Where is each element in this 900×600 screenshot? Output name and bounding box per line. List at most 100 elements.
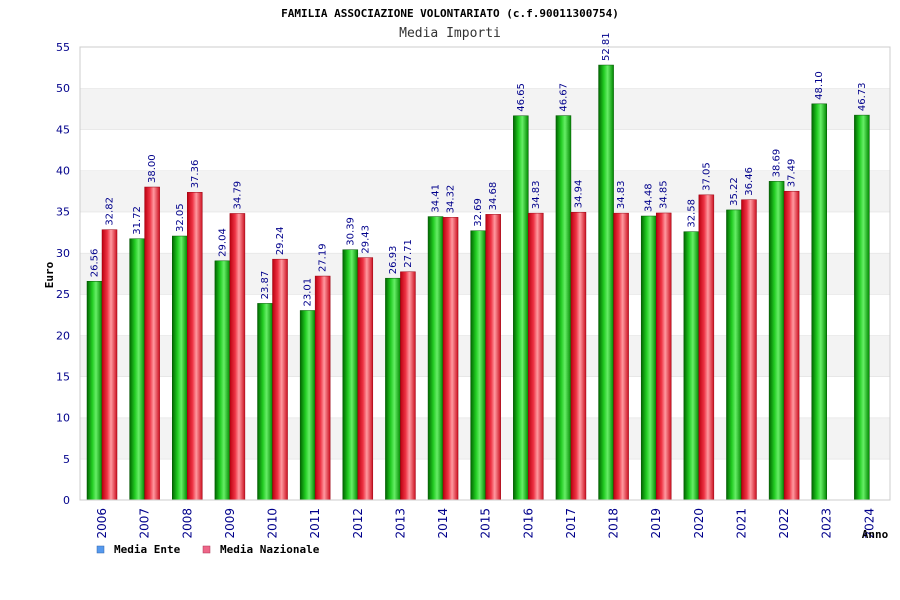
value-label-media-ente-2017: 46.67: [558, 83, 569, 112]
x-tick-label-2012: 2012: [351, 508, 365, 539]
x-tick-label-2019: 2019: [649, 508, 663, 539]
value-label-media-ente-2014: 34.41: [431, 184, 442, 213]
bars: [86, 64, 870, 501]
value-label-media-nazionale-2010: 29.24: [275, 227, 286, 256]
x-axis-ticks: 2006 2007 2008 2009 2010 2011 2012 2013 2014 2015…: [95, 508, 876, 539]
bar-media-ente-2016: [513, 115, 529, 501]
value-label-media-nazionale-2017: 34.94: [573, 180, 584, 209]
y-tick-label: 30: [56, 247, 70, 260]
x-tick-label-2009: 2009: [223, 508, 237, 539]
y-tick-label: 25: [56, 288, 70, 301]
value-label-media-ente-2009: 29.04: [217, 228, 228, 257]
grid-band: [80, 47, 890, 89]
x-tick-label-2018: 2018: [607, 508, 621, 539]
bar-media-ente-2020: [683, 231, 700, 501]
bar-media-ente-2011: [299, 310, 316, 501]
bar-media-ente-2018: [598, 64, 614, 501]
bar-media-nazionale-2010: [272, 258, 288, 501]
bar-media-nazionale-2006: [101, 229, 118, 501]
bar-media-nazionale-2020: [698, 194, 715, 501]
bar-media-ente-2017: [555, 115, 572, 501]
bar-media-nazionale-2021: [741, 199, 757, 501]
value-label-media-ente-2021: 35.22: [729, 177, 740, 206]
value-label-media-ente-2007: 31.72: [132, 206, 143, 235]
value-label-media-ente-2020: 32.58: [686, 199, 697, 228]
value-label-media-ente-2012: 30.39: [345, 217, 356, 246]
bar-media-ente-2022: [768, 181, 785, 501]
bar-media-ente-2021: [726, 209, 742, 501]
bar-media-ente-2015: [470, 230, 486, 501]
value-label-media-ente-2023: 48.10: [814, 71, 825, 100]
value-labels: 26.56 32.82 31.72 38.00 32.05 37.36 29.04 34.79…: [90, 32, 868, 306]
chart-subtitle: Media Importi: [399, 26, 501, 41]
bar-media-nazionale-2013: [400, 271, 416, 501]
legend-label-media-nazionale: Media Nazionale: [220, 543, 320, 556]
x-tick-label-2007: 2007: [138, 508, 152, 539]
bar-media-nazionale-2009: [229, 213, 246, 501]
bar-media-ente-2019: [640, 215, 657, 501]
y-tick-label: 10: [56, 412, 70, 425]
bar-media-ente-2012: [342, 249, 359, 501]
value-label-media-nazionale-2009: 34.79: [232, 181, 243, 210]
x-tick-label-2014: 2014: [436, 508, 450, 539]
value-label-media-ente-2013: 26.93: [388, 246, 399, 275]
value-label-media-nazionale-2020: 37.05: [701, 162, 712, 191]
bar-media-nazionale-2014: [442, 217, 459, 501]
value-label-media-ente-2011: 23.01: [303, 278, 314, 307]
y-tick-label: 35: [56, 206, 70, 219]
grid-band: [80, 88, 890, 130]
y-axis-title: Euro: [43, 261, 56, 288]
x-tick-label-2010: 2010: [266, 508, 280, 539]
value-label-media-ente-2006: 26.56: [90, 249, 101, 278]
value-label-media-nazionale-2018: 34.83: [616, 180, 627, 209]
chart-title: FAMILIA ASSOCIAZIONE VOLONTARIATO (c.f.9…: [281, 7, 619, 20]
x-tick-label-2016: 2016: [521, 508, 535, 539]
bar-media-ente-2009: [214, 260, 231, 501]
grid-band: [80, 129, 890, 171]
y-tick-label: 45: [56, 123, 70, 136]
legend-swatch-media-nazionale: [202, 545, 211, 554]
bar-media-ente-2007: [129, 238, 145, 501]
value-label-media-nazionale-2014: 34.32: [446, 185, 457, 214]
bar-media-nazionale-2015: [485, 214, 501, 501]
value-label-media-nazionale-2013: 27.71: [403, 239, 414, 268]
bar-media-nazionale-2012: [357, 257, 374, 501]
x-tick-label-2022: 2022: [777, 508, 791, 539]
value-label-media-ente-2010: 23.87: [260, 271, 271, 300]
y-tick-label: 0: [63, 494, 70, 507]
value-label-media-nazionale-2019: 34.85: [659, 180, 670, 209]
bar-media-ente-2014: [427, 216, 444, 501]
legend-label-media-ente: Media Ente: [114, 543, 181, 556]
legend-swatch-media-ente: [96, 545, 105, 554]
x-tick-label-2008: 2008: [180, 508, 194, 539]
y-tick-label: 50: [56, 82, 70, 95]
value-label-media-ente-2022: 38.69: [772, 149, 783, 178]
bar-media-ente-2010: [257, 303, 273, 501]
x-tick-label-2013: 2013: [393, 508, 407, 539]
value-label-media-nazionale-2007: 38.00: [147, 154, 158, 183]
bar-media-nazionale-2019: [655, 212, 672, 501]
bar-media-ente-2006: [86, 280, 103, 501]
value-label-media-nazionale-2008: 37.36: [190, 160, 201, 189]
y-tick-label: 15: [56, 370, 70, 383]
x-tick-label-2017: 2017: [564, 508, 578, 539]
bar-media-nazionale-2017: [570, 211, 587, 501]
x-tick-label-2021: 2021: [734, 508, 748, 539]
y-tick-label: 5: [63, 453, 70, 466]
bar-media-nazionale-2022: [783, 190, 800, 501]
value-label-media-ente-2016: 46.65: [516, 83, 527, 112]
bar-media-nazionale-2007: [144, 186, 160, 501]
value-label-media-ente-2019: 34.48: [644, 183, 655, 212]
value-label-media-nazionale-2011: 27.19: [318, 243, 329, 272]
value-label-media-nazionale-2006: 32.82: [105, 197, 116, 226]
x-tick-label-2006: 2006: [95, 508, 109, 539]
x-tick-label-2020: 2020: [692, 508, 706, 539]
value-label-media-nazionale-2022: 37.49: [787, 159, 798, 188]
bar-media-nazionale-2018: [613, 212, 629, 501]
value-label-media-nazionale-2012: 29.43: [360, 225, 371, 254]
bar-media-nazionale-2011: [314, 275, 331, 501]
legend: Media Ente Media Nazionale: [96, 543, 320, 556]
bar-media-nazionale-2016: [528, 212, 544, 501]
y-tick-label: 55: [56, 41, 70, 54]
